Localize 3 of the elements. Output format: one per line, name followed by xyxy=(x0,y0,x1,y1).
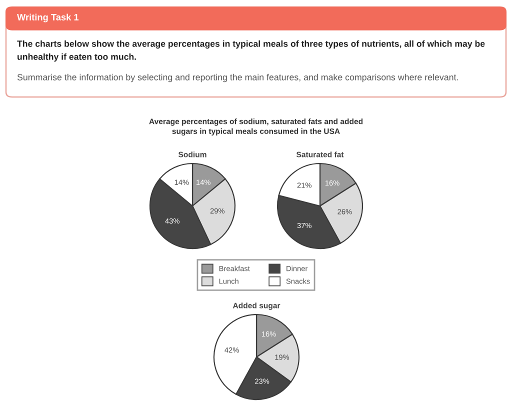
text: Writing Task 1 xyxy=(17,14,79,22)
text: The charts below show the average percentages in typical meals of three types of nutrients, all of which may be unhealthy if eaten too much. xyxy=(17,40,485,62)
text: Summarise the information by selecting and reporting the main features, and make comparisons where relevant. xyxy=(17,74,458,82)
